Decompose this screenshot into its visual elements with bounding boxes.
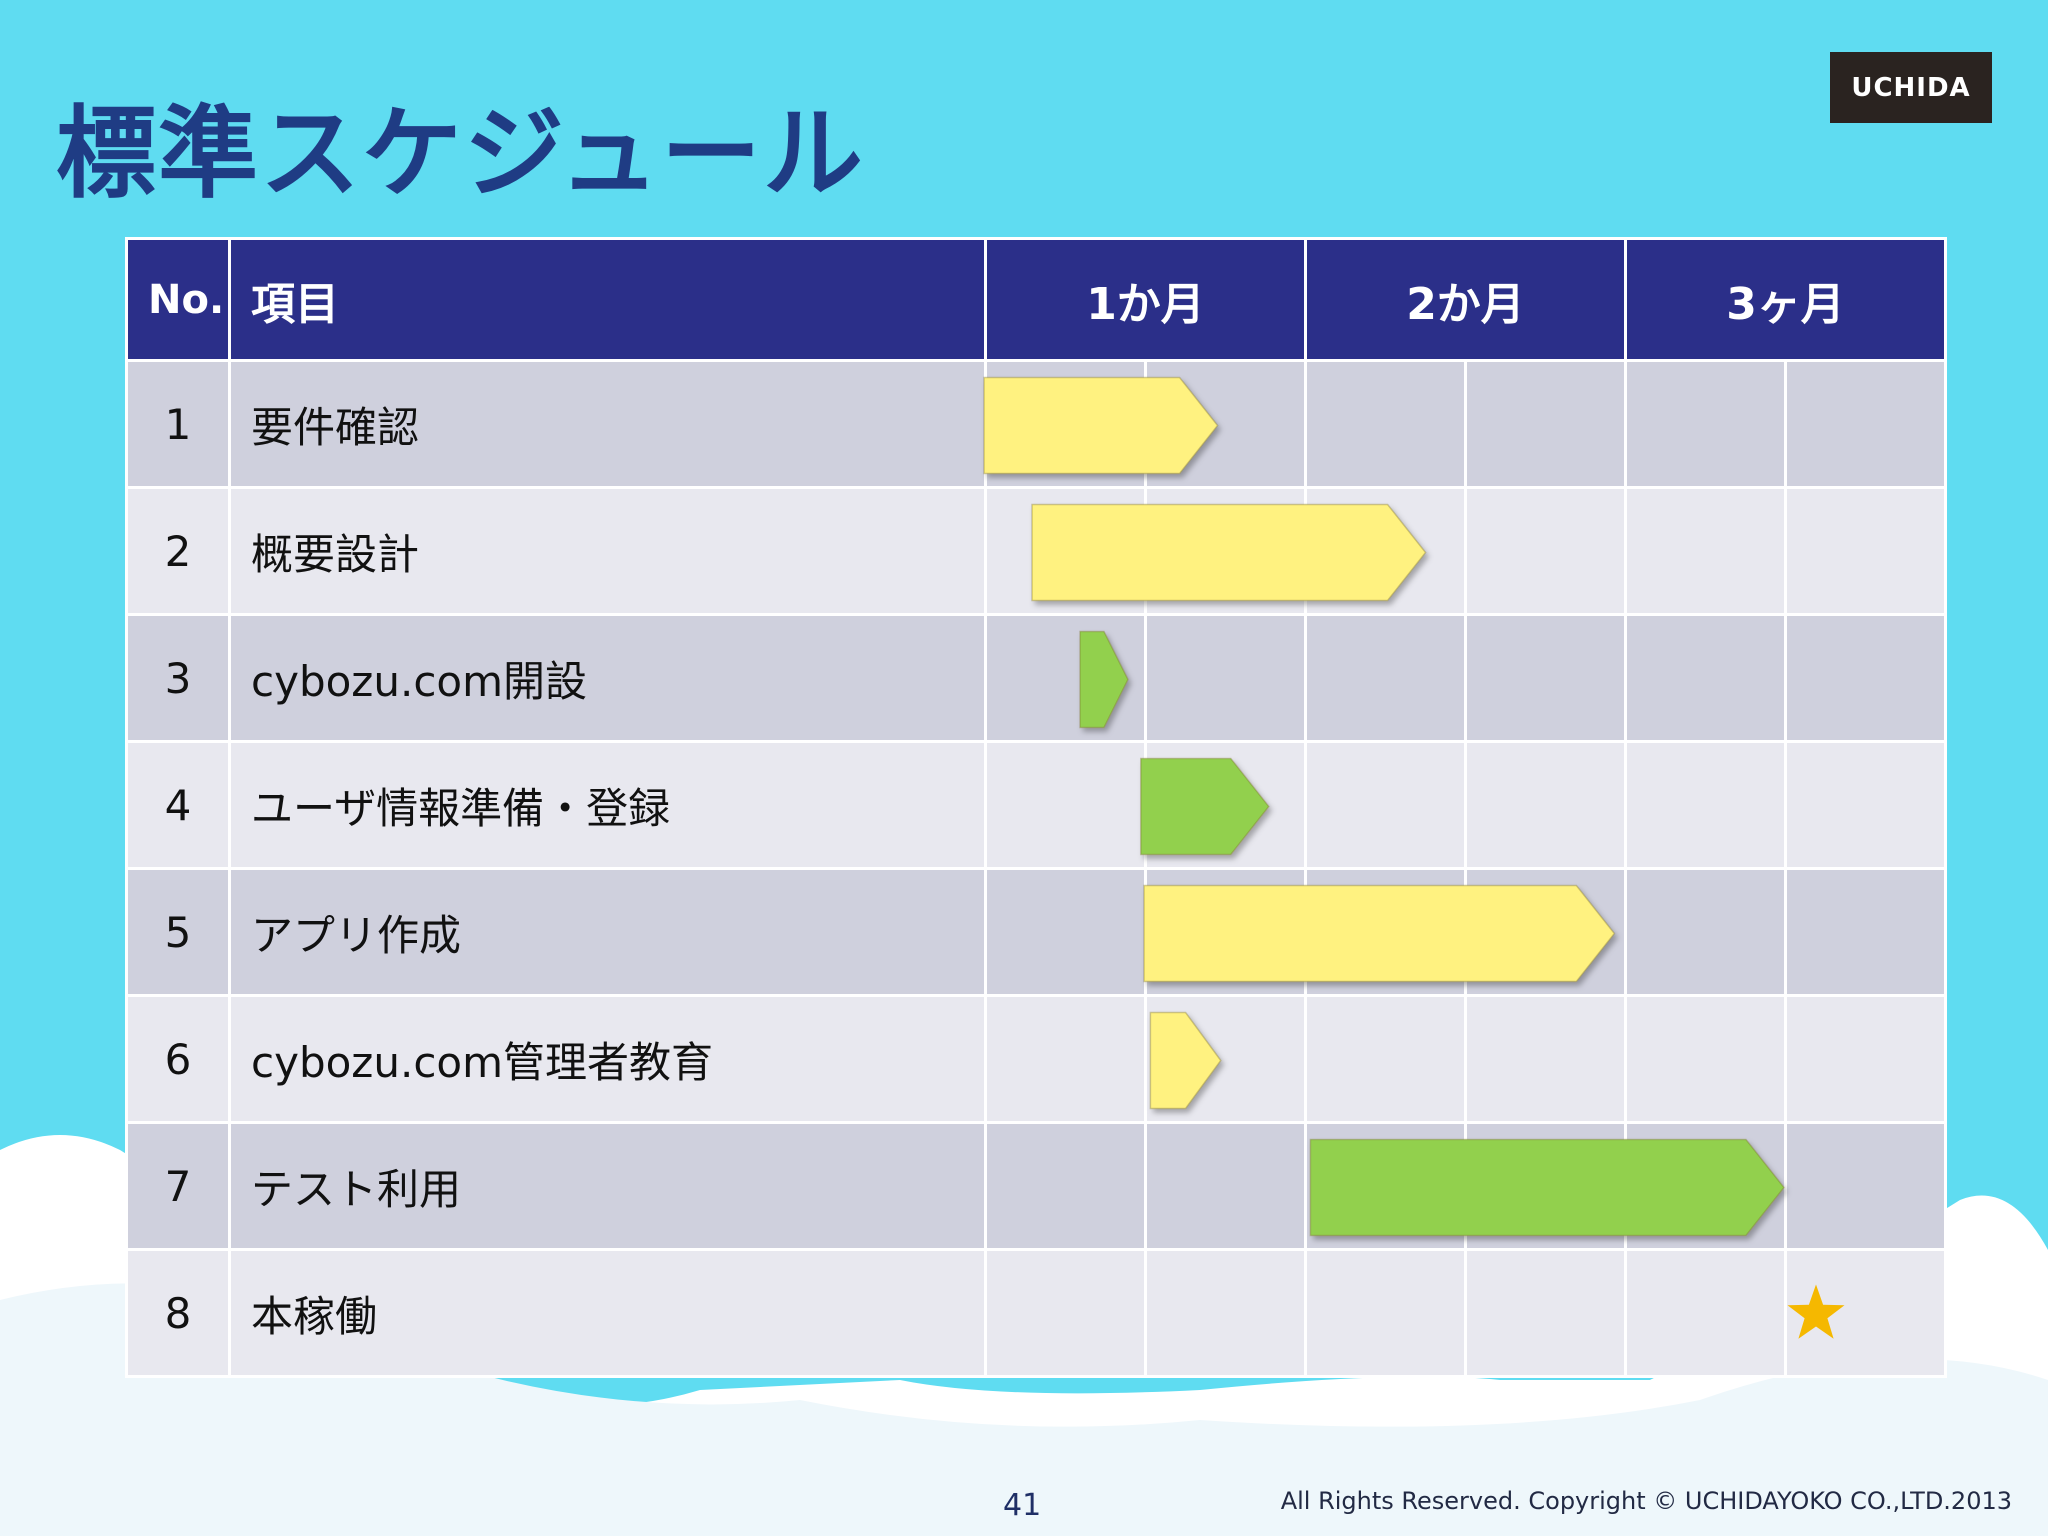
page-number: 41 [1003,1488,1042,1523]
week-cell [1624,613,1787,743]
week-cell [1144,867,1307,997]
week-cell [1784,740,1947,870]
header-item: 項目 [228,237,987,362]
week-cell [1304,613,1467,743]
week-cell [984,359,1147,489]
table-row: 1 要件確認 [125,359,1947,489]
week-cell [1144,1121,1307,1251]
week-cell [1144,994,1307,1124]
week-cell [984,486,1147,616]
week-cell [1144,486,1307,616]
week-cell [1624,1248,1787,1378]
week-cell [1624,359,1787,489]
week-cell [1144,1248,1307,1378]
week-cell [1784,994,1947,1124]
week-cell [1624,994,1787,1124]
slide-title: 標準スケジュール [56,95,865,212]
week-cell [1464,740,1627,870]
copyright-notice: All Rights Reserved. Copyright © UCHIDAY… [1280,1487,2012,1515]
week-cell [984,867,1147,997]
week-cell [1464,1248,1627,1378]
week-cell [1144,613,1307,743]
week-cell [1784,1248,1947,1378]
week-cell [1624,867,1787,997]
week-cell [1304,1248,1467,1378]
week-cell [1304,740,1467,870]
week-cell [1784,613,1947,743]
week-cell [1464,613,1627,743]
week-cell [1304,486,1467,616]
row-number: 4 [125,740,231,870]
table-header-row: No. 項目 1か月 2か月 3ヶ月 [125,237,1947,362]
header-month-2: 2か月 [1304,237,1627,362]
week-cell [1304,994,1467,1124]
row-number: 5 [125,867,231,997]
row-number: 6 [125,994,231,1124]
table-row: 6 cybozu.com管理者教育 [125,994,1947,1124]
week-cell [1304,1121,1467,1251]
week-cell [1624,1121,1787,1251]
week-cell [1784,1121,1947,1251]
row-item: ユーザ情報準備・登録 [228,740,987,870]
week-cell [984,740,1147,870]
week-cell [1304,867,1467,997]
week-cell [1624,740,1787,870]
table-row: 4 ユーザ情報準備・登録 [125,740,1947,870]
week-cell [984,1248,1147,1378]
schedule-table: No. 項目 1か月 2か月 3ヶ月 1 要件確認 2 概要設計 3 cyboz… [125,237,1947,1378]
row-number: 8 [125,1248,231,1378]
row-item: cybozu.com管理者教育 [228,994,987,1124]
row-number: 3 [125,613,231,743]
table-row: 8 本稼働 [125,1248,1947,1378]
table-row: 7 テスト利用 [125,1121,1947,1251]
week-cell [984,994,1147,1124]
row-number: 2 [125,486,231,616]
row-item: 本稼働 [228,1248,987,1378]
week-cell [1784,867,1947,997]
table-row: 5 アプリ作成 [125,867,1947,997]
row-item: 要件確認 [228,359,987,489]
week-cell [1144,740,1307,870]
week-cell [1464,359,1627,489]
header-month-1: 1か月 [984,237,1307,362]
week-cell [1304,359,1467,489]
week-cell [984,1121,1147,1251]
week-cell [1784,486,1947,616]
week-cell [1144,359,1307,489]
header-month-3: 3ヶ月 [1624,237,1947,362]
week-cell [1464,1121,1627,1251]
row-item: テスト利用 [228,1121,987,1251]
week-cell [984,613,1147,743]
week-cell [1464,867,1627,997]
row-item: cybozu.com開設 [228,613,987,743]
header-no: No. [125,237,231,362]
uchida-logo: UCHIDA [1830,52,1992,123]
week-cell [1464,994,1627,1124]
week-cell [1784,359,1947,489]
table-row: 3 cybozu.com開設 [125,613,1947,743]
week-cell [1464,486,1627,616]
table-row: 2 概要設計 [125,486,1947,616]
row-number: 1 [125,359,231,489]
row-item: 概要設計 [228,486,987,616]
row-item: アプリ作成 [228,867,987,997]
week-cell [1624,486,1787,616]
row-number: 7 [125,1121,231,1251]
